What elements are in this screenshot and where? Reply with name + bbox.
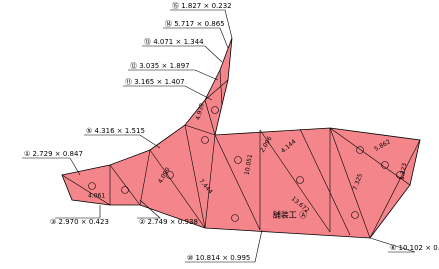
dimension-label: ⑪ 3.165 × 1.407 bbox=[125, 78, 185, 86]
dimension-label: ⑫ 3.035 × 1.897 bbox=[130, 62, 190, 70]
dimension-label: ① 2.729 × 0.847 bbox=[24, 150, 83, 158]
paved-area bbox=[62, 38, 420, 238]
dimension-label: ⑮ 1.827 × 0.232 bbox=[172, 2, 232, 10]
dimension-label: ⑩ 10.814 × 0.995 bbox=[187, 254, 250, 262]
dimension-label: ⑬ 4.071 × 1.344 bbox=[144, 38, 204, 46]
dimension-label: ⑥ 10.102 × 0.898 bbox=[390, 244, 439, 252]
dimension-label: ⑭ 5.717 × 0.865 bbox=[165, 20, 225, 28]
drawing: ⑮ 1.827 × 0.232 ⑭ 5.717 × 0.865 ⑬ 4.071 × … bbox=[0, 0, 439, 269]
dimension-label: ② 2.749 × 0.938 bbox=[139, 218, 198, 226]
dimension-label: ③ 2.970 × 0.423 bbox=[50, 218, 109, 226]
edge-length: 4.061 bbox=[88, 193, 105, 200]
dimension-label: ⑤ 4.316 × 1.515 bbox=[86, 127, 145, 135]
